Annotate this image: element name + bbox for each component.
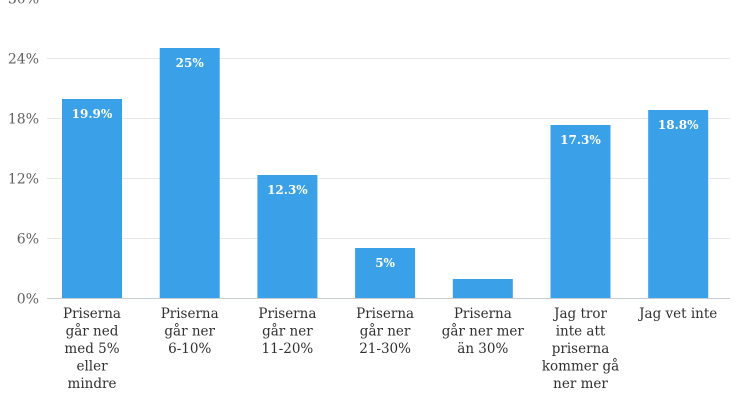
x-tick-label: Priserna går ner 21-30% — [356, 306, 414, 357]
data-label: 25% — [176, 56, 205, 70]
y-tick-label: 0% — [17, 292, 39, 308]
x-tick-label: Priserna går ner mer än 30% — [442, 306, 525, 357]
data-label: 5% — [375, 256, 395, 270]
x-tick-label: Jag vet inte — [637, 306, 717, 322]
bar — [648, 110, 709, 298]
x-tick-label: Priserna går ned med 5% eller mindre — [63, 306, 121, 392]
bar — [355, 248, 416, 298]
y-tick-label: 6% — [17, 232, 39, 248]
data-label: 17.3% — [560, 133, 601, 147]
bar — [452, 279, 513, 298]
bar — [257, 175, 318, 298]
x-tick-label: Jag tror inte att priserna kommer gå ner mer — [542, 306, 619, 392]
bars — [62, 48, 709, 298]
y-tick-label: 18% — [8, 112, 39, 128]
y-axis-tick-labels: 0% 6% 12% 18% 24% 30% — [8, 0, 39, 308]
bar — [62, 99, 122, 298]
data-label: 18.8% — [658, 118, 699, 132]
bar — [550, 125, 611, 298]
data-label: 19.9% — [72, 107, 113, 121]
category-labels: Priserna går ned med 5% eller mindre Priserna… — [63, 306, 717, 392]
x-tick-label: Priserna går ner 11-20% — [258, 306, 316, 357]
y-tick-label: 12% — [8, 172, 39, 188]
bar — [159, 48, 220, 298]
x-tick-label: Priserna går ner 6-10% — [161, 306, 219, 357]
y-tick-label: 30% — [8, 0, 39, 8]
y-tick-label: 24% — [8, 52, 39, 68]
data-label: 12.3% — [267, 183, 308, 197]
data-labels: 19.9% 25% 12.3% 5% 17.3% 18.8% — [72, 56, 699, 270]
gridlines — [47, 58, 730, 239]
